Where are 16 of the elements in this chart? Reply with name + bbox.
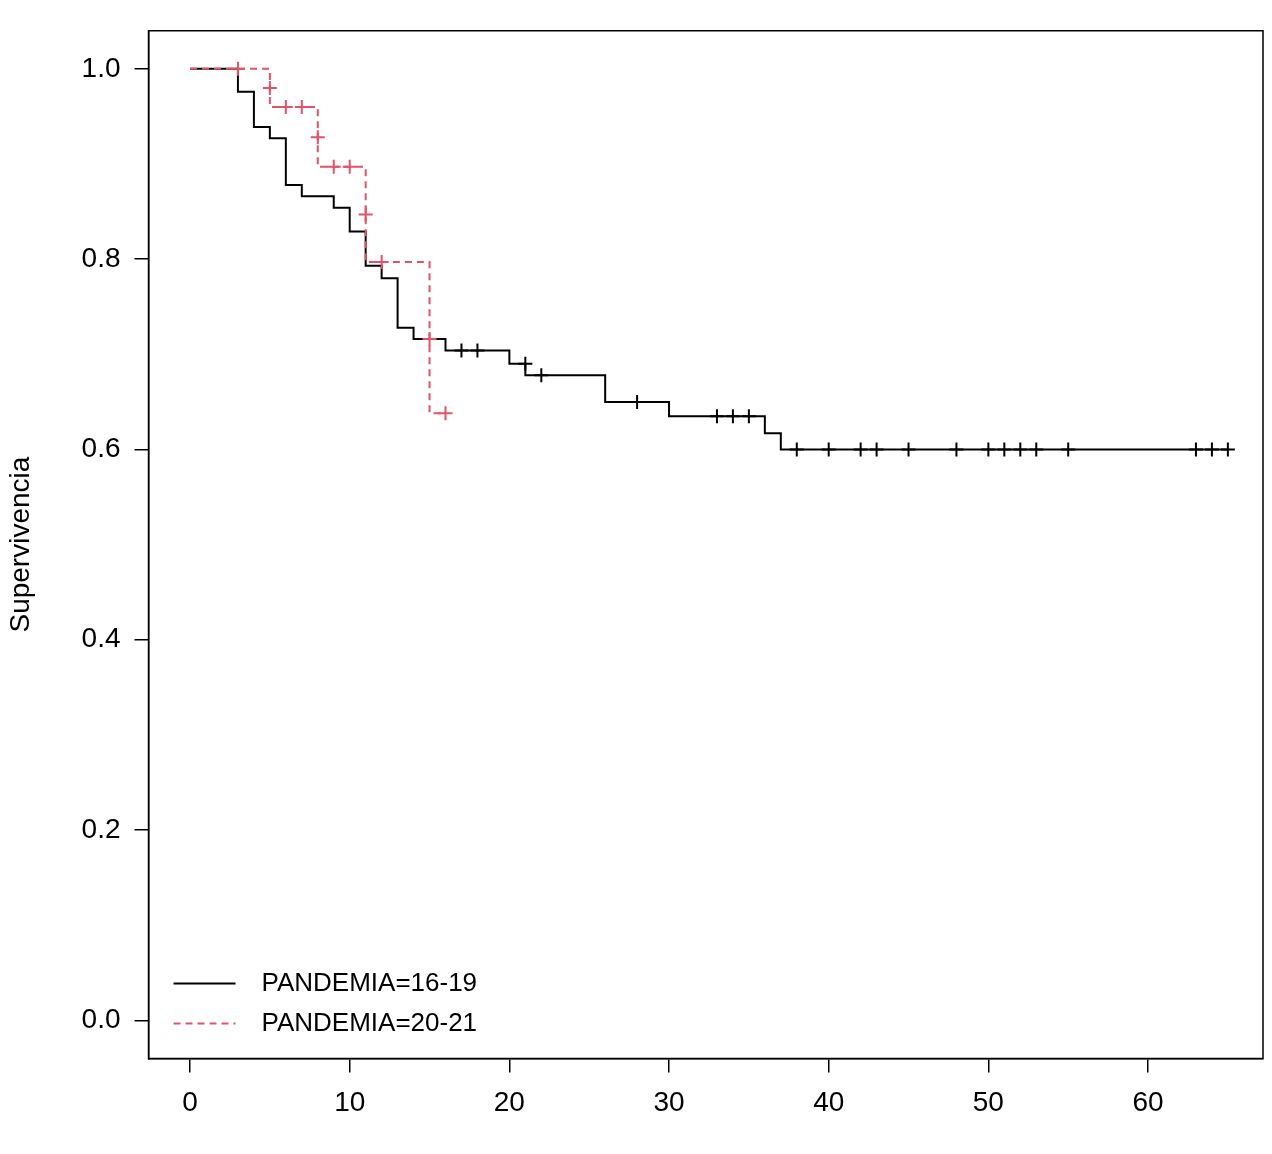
y-tick-label: 0.8 [81,241,121,273]
x-tick-label: 60 [1132,1085,1164,1117]
y-tick-label: 1.0 [81,51,121,83]
x-tick-label: 20 [493,1085,525,1117]
x-tick-label: 40 [813,1085,845,1117]
legend-label: PANDEMIA=16-19 [261,966,478,997]
y-tick-label: 0.4 [81,622,121,654]
legend-label: PANDEMIA=20-21 [261,1006,478,1037]
x-tick-label: 30 [653,1085,685,1117]
y-tick-label: 0.0 [81,1003,121,1035]
y-tick-label: 0.6 [81,432,121,464]
x-tick-label: 50 [972,1085,1004,1117]
x-tick-label: 0 [182,1085,198,1117]
y-axis-title: Supervivencia [3,456,35,633]
y-tick-label: 0.2 [81,812,121,844]
x-tick-label: 10 [334,1085,366,1117]
